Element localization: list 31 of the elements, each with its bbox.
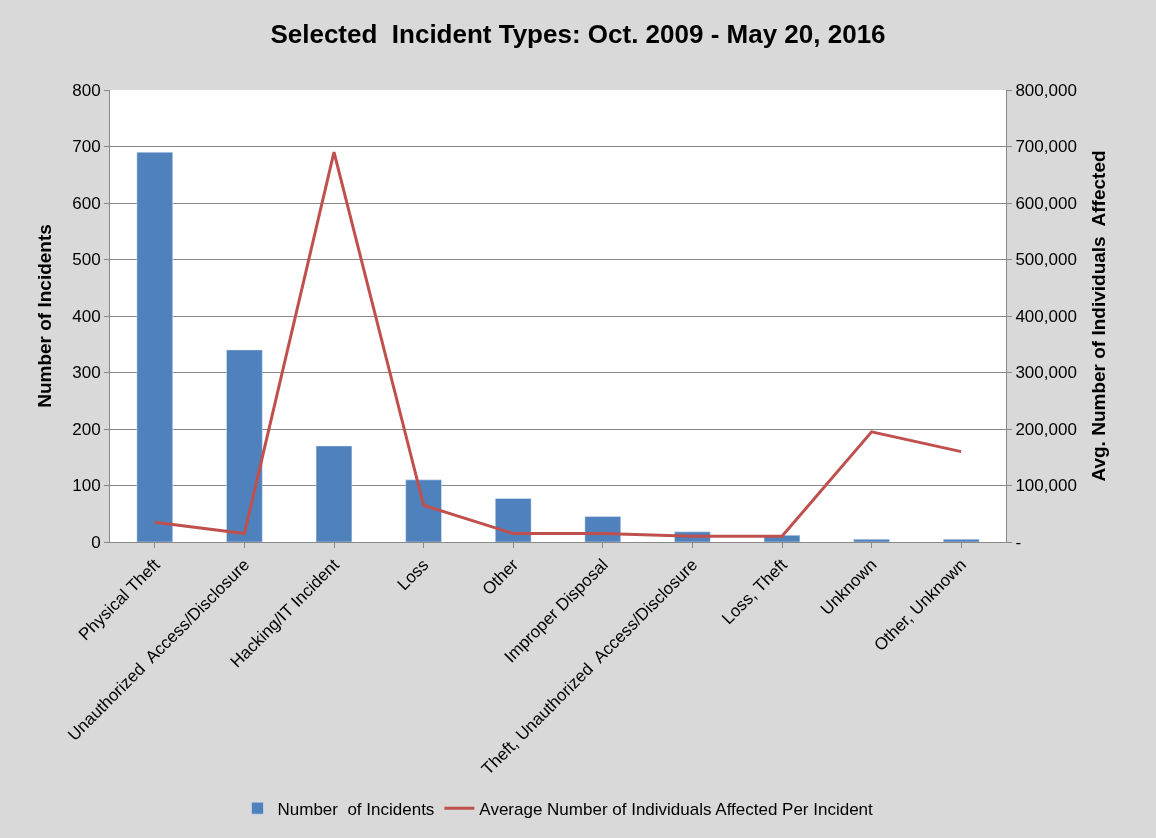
- bar: [943, 538, 980, 542]
- y-tick-label: 700: [72, 137, 101, 157]
- bar: [136, 151, 173, 542]
- y-tick-label: 400: [72, 306, 101, 326]
- y2-tick-label: 300,000: [1015, 363, 1077, 383]
- y2-tick-label: 200,000: [1015, 419, 1077, 439]
- bar: [226, 349, 263, 542]
- line-series: [153, 150, 963, 538]
- bar: [853, 538, 890, 542]
- y-tick-label: 800: [72, 80, 101, 100]
- y2-axis-title: Avg. Number of Individuals Affected: [1087, 150, 1109, 482]
- y2-tick-label: 100,000: [1015, 476, 1077, 496]
- y-tick-label: 200: [72, 419, 101, 439]
- legend-label: Number of Incidents: [277, 799, 435, 819]
- y2-tick-label: -: [1015, 532, 1022, 552]
- y-tick-label: 300: [72, 363, 101, 383]
- y2-tick-label: 400,000: [1015, 306, 1077, 326]
- y2-tick-label: 800,000: [1015, 80, 1077, 100]
- y2-tick-label: 700,000: [1015, 137, 1077, 157]
- chart-title: Selected Incident Types: Oct. 2009 - May 20, 2016: [270, 19, 886, 50]
- y-tick-label: 600: [72, 193, 101, 213]
- y-tick-label: 100: [72, 476, 101, 496]
- y2-tick-label: 500,000: [1015, 250, 1077, 270]
- bar: [495, 498, 532, 542]
- y-tick-label: 500: [72, 250, 101, 270]
- legend-label: Average Number of Individuals Affected Per Incident: [479, 799, 874, 819]
- bar: [405, 479, 442, 542]
- y-tick-label: 0: [91, 532, 101, 552]
- y2-tick-label: 600,000: [1015, 193, 1077, 213]
- bar: [315, 445, 353, 542]
- y-axis-title: Number of Incidents: [34, 224, 56, 408]
